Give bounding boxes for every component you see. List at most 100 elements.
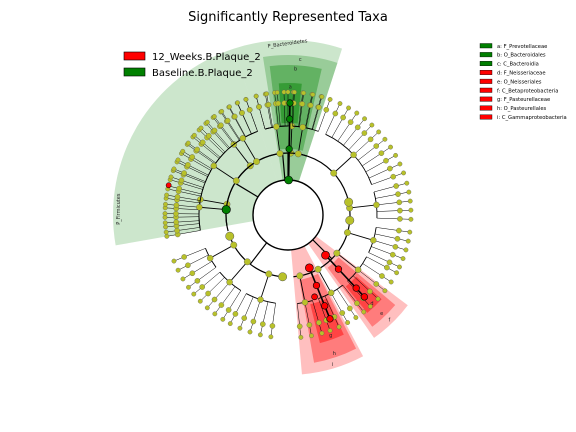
node-family-160 <box>204 305 210 311</box>
key-label-0: a: F_Prevotellaceae <box>497 44 547 50</box>
leaf-branch <box>297 303 302 338</box>
leaf-branch <box>245 99 258 132</box>
node-order-179 <box>173 219 180 225</box>
node-family-76 <box>382 136 388 142</box>
node-family-126 <box>353 315 359 320</box>
class-branch <box>260 273 270 300</box>
node-family-178 <box>163 229 169 235</box>
node-order-169 <box>189 270 196 277</box>
node-class-219 <box>239 135 247 142</box>
node-family-180 <box>162 220 168 226</box>
class-branch <box>242 138 257 162</box>
leaf-branch <box>193 272 220 295</box>
node-class-239 <box>299 124 306 131</box>
leaf-branch <box>166 194 201 201</box>
node-family-60 <box>327 97 333 102</box>
node-class-165 <box>226 278 233 286</box>
node-family-88 <box>404 180 410 186</box>
node-family-208 <box>204 119 210 125</box>
label-firmicutes: P_Firmicutes <box>116 193 122 225</box>
node-order-173 <box>181 254 187 260</box>
node-family-106 <box>400 256 406 261</box>
node-family-228 <box>285 89 291 95</box>
node-family-4 <box>163 224 168 230</box>
leaf-branch <box>375 191 409 199</box>
node-order-139 <box>296 323 303 330</box>
leaf-branch <box>198 129 224 154</box>
key-swatch-7 <box>479 105 493 111</box>
node-class-153 <box>257 296 264 303</box>
node-betaproteobacteria-3 <box>360 293 368 301</box>
node-class-175 <box>206 254 214 262</box>
node-order-145 <box>260 321 266 327</box>
class-branch <box>299 275 306 303</box>
key-label-4: e: O_Neisseriales <box>497 79 542 85</box>
node-order-199 <box>194 146 200 153</box>
node-order-93 <box>397 207 403 214</box>
leaf-branch <box>167 188 202 197</box>
node-family-74 <box>376 129 382 135</box>
node-phylum-62 <box>330 169 338 177</box>
node-family-236 <box>310 92 316 97</box>
leaf-branch <box>318 99 331 132</box>
leaf-branch <box>298 92 303 127</box>
node-order-177 <box>174 227 180 234</box>
leaf-branch <box>200 277 225 302</box>
key-swatch-2 <box>479 61 493 66</box>
node-family-222 <box>253 93 259 99</box>
branch-betaproteobacteria <box>324 254 365 298</box>
leaf-branch <box>212 117 235 145</box>
class-branch <box>200 199 228 205</box>
leaf-branch <box>214 286 236 315</box>
key-label-7: h: O_Pasteurellales <box>497 106 547 112</box>
node-family-200 <box>185 140 191 146</box>
node-family-234 <box>301 90 307 96</box>
node-order-143 <box>269 323 276 329</box>
leaf-branch <box>352 275 379 300</box>
root-ring <box>252 179 324 251</box>
node-order-115 <box>373 281 380 287</box>
leaf-branch <box>165 204 200 208</box>
node-phylum-142 <box>265 270 273 278</box>
node-order-67 <box>347 119 354 125</box>
leaf-branch <box>270 303 276 337</box>
node-family-172 <box>175 267 181 273</box>
node-phylum-192 <box>232 177 240 185</box>
node-family-158 <box>212 311 218 317</box>
key-label-8: i: C_Gammaproteobacteria <box>497 115 567 121</box>
leaf-branch <box>274 92 279 127</box>
node-family-156 <box>220 316 226 322</box>
node-betaproteobacteria-0 <box>321 250 330 260</box>
node-family-168 <box>186 284 191 290</box>
leaf-branch <box>166 227 200 233</box>
leaf-branch <box>173 248 206 262</box>
node-family-104 <box>403 247 409 253</box>
node-family-94 <box>408 207 414 213</box>
node-order-167 <box>194 278 201 284</box>
node-order-59 <box>323 106 330 113</box>
leaf-branch <box>229 106 246 137</box>
key-swatch-8 <box>479 114 493 120</box>
node-order-113 <box>379 273 385 279</box>
leaf-branch <box>376 200 411 206</box>
node-phylum-122 <box>314 265 322 273</box>
phylum-branch <box>249 242 268 265</box>
leaf-branch <box>371 246 404 259</box>
leaf-branch <box>221 111 241 141</box>
node-family-190 <box>168 174 174 180</box>
node-class-191 <box>196 204 203 211</box>
node-order-183 <box>173 202 180 209</box>
node-family-218 <box>243 97 249 102</box>
node-phylum-154 <box>243 258 251 266</box>
leaf-branch <box>362 263 392 283</box>
node-order-223 <box>265 101 272 108</box>
hub-node-1 <box>278 272 288 282</box>
leaf-branch <box>311 96 322 130</box>
leaf-branch <box>182 151 213 170</box>
node-family-138 <box>309 333 314 339</box>
node-phylum-110 <box>333 249 341 257</box>
leaf-branch <box>283 92 286 127</box>
node-family-78 <box>388 144 393 150</box>
node-order-101 <box>394 235 401 242</box>
